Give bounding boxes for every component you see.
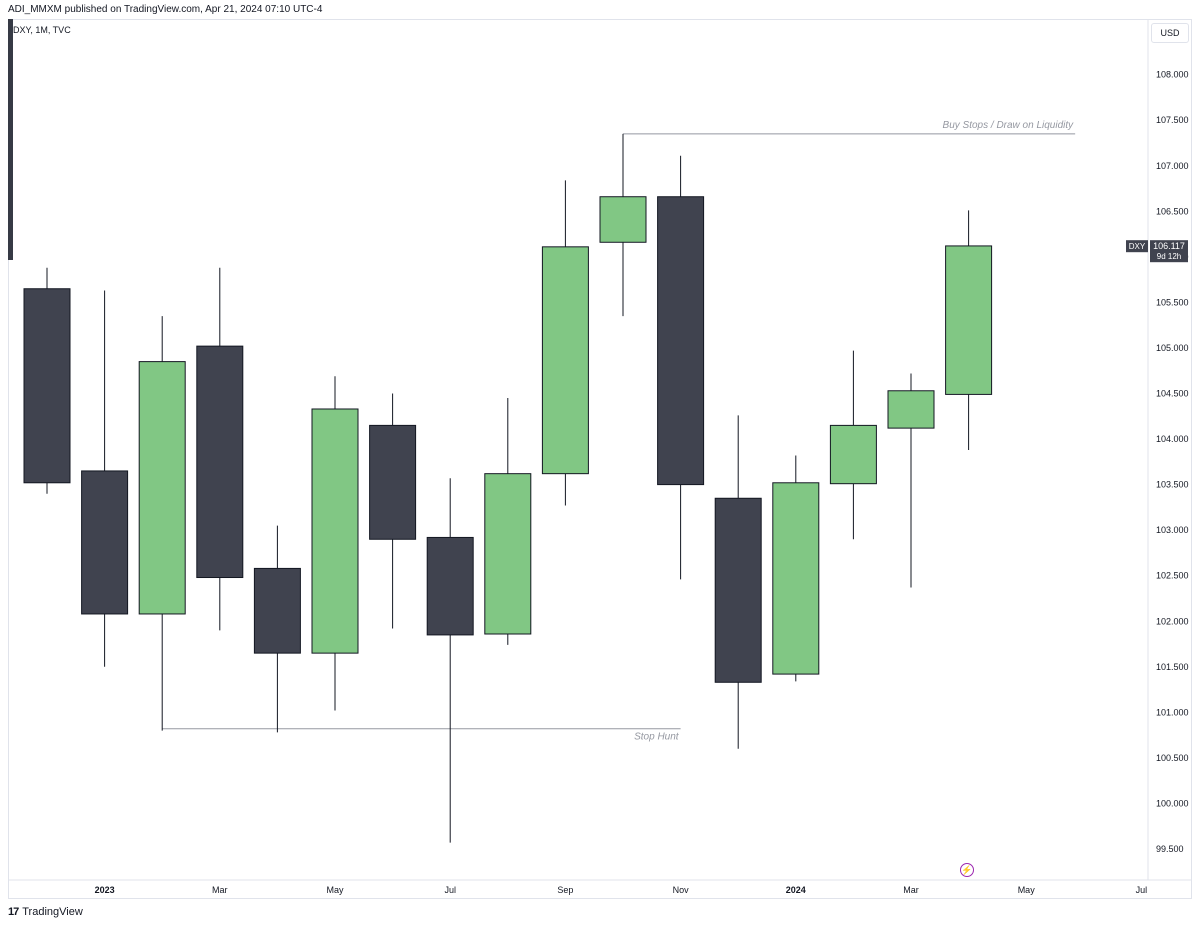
x-tick-label: May xyxy=(326,885,344,895)
x-tick-label: 2023 xyxy=(95,885,115,895)
candle-body xyxy=(657,196,705,486)
y-tick-label: 100.500 xyxy=(1156,753,1189,763)
y-tick-label: 101.000 xyxy=(1156,707,1189,717)
footer-brand: TradingView xyxy=(22,906,83,918)
candle-body xyxy=(714,497,762,683)
y-tick-label: 107.500 xyxy=(1156,115,1189,125)
x-tick-label: Jul xyxy=(444,885,456,895)
symbol-info[interactable]: DXY, 1M, TVC xyxy=(13,25,71,35)
x-tick-label: Jul xyxy=(1136,885,1148,895)
y-tick-label: 102.000 xyxy=(1156,616,1189,626)
candle-body xyxy=(253,567,301,654)
currency-button[interactable]: USD xyxy=(1151,23,1189,43)
chart-frame xyxy=(8,19,1192,899)
y-tick-label: 101.500 xyxy=(1156,662,1189,672)
annotation-label: Buy Stops / Draw on Liquidity xyxy=(943,120,1075,131)
x-tick-label: 2024 xyxy=(786,885,806,895)
x-tick-label: May xyxy=(1018,885,1036,895)
y-tick-label: 105.000 xyxy=(1156,343,1189,353)
y-tick-label: 105.500 xyxy=(1156,297,1189,307)
candle-body xyxy=(599,196,647,243)
y-tick-label: 104.000 xyxy=(1156,434,1189,444)
price-label-countdown: 9d 12h xyxy=(1157,252,1181,261)
left-scroll-bar[interactable] xyxy=(8,19,13,260)
y-tick-label: 104.500 xyxy=(1156,389,1189,399)
candle-body xyxy=(772,482,820,675)
price-label-symbol-box xyxy=(1126,240,1148,253)
price-label-value: 106.117 xyxy=(1153,241,1185,251)
candle-body xyxy=(369,424,417,540)
y-tick-label: 99.500 xyxy=(1156,844,1184,854)
x-tick-label: Sep xyxy=(557,885,573,895)
candle-body xyxy=(887,390,935,429)
candle-body xyxy=(196,345,244,579)
candle-body xyxy=(484,473,532,635)
y-tick-label: 106.500 xyxy=(1156,206,1189,216)
y-tick-label: 108.000 xyxy=(1156,70,1189,80)
x-tick-label: Mar xyxy=(903,885,919,895)
x-tick-label: Mar xyxy=(212,885,228,895)
candle-body xyxy=(138,361,186,615)
y-tick-label: 103.000 xyxy=(1156,525,1189,535)
candle-body xyxy=(23,288,71,484)
y-tick-label: 102.500 xyxy=(1156,571,1189,581)
candle-body xyxy=(81,470,129,615)
publisher-line: ADI_MMXM published on TradingView.com, A… xyxy=(8,4,323,15)
tradingview-logo-icon: 17 xyxy=(8,906,19,918)
lightning-icon[interactable]: ⚡ xyxy=(960,863,974,877)
candle-body xyxy=(426,536,474,636)
y-tick-label: 100.000 xyxy=(1156,798,1189,808)
candle-body xyxy=(541,246,589,475)
price-label-symbol: DXY xyxy=(1129,242,1146,251)
y-tick-label: 103.500 xyxy=(1156,480,1189,490)
y-tick-label: 107.000 xyxy=(1156,161,1189,171)
annotation-label: Stop Hunt xyxy=(634,732,680,743)
x-tick-label: Nov xyxy=(673,885,690,895)
footer: 17 TradingView xyxy=(8,906,83,918)
candle-body xyxy=(829,424,877,485)
candle-body xyxy=(945,245,993,395)
candle-body xyxy=(311,408,359,654)
price-label-box xyxy=(1150,240,1188,263)
